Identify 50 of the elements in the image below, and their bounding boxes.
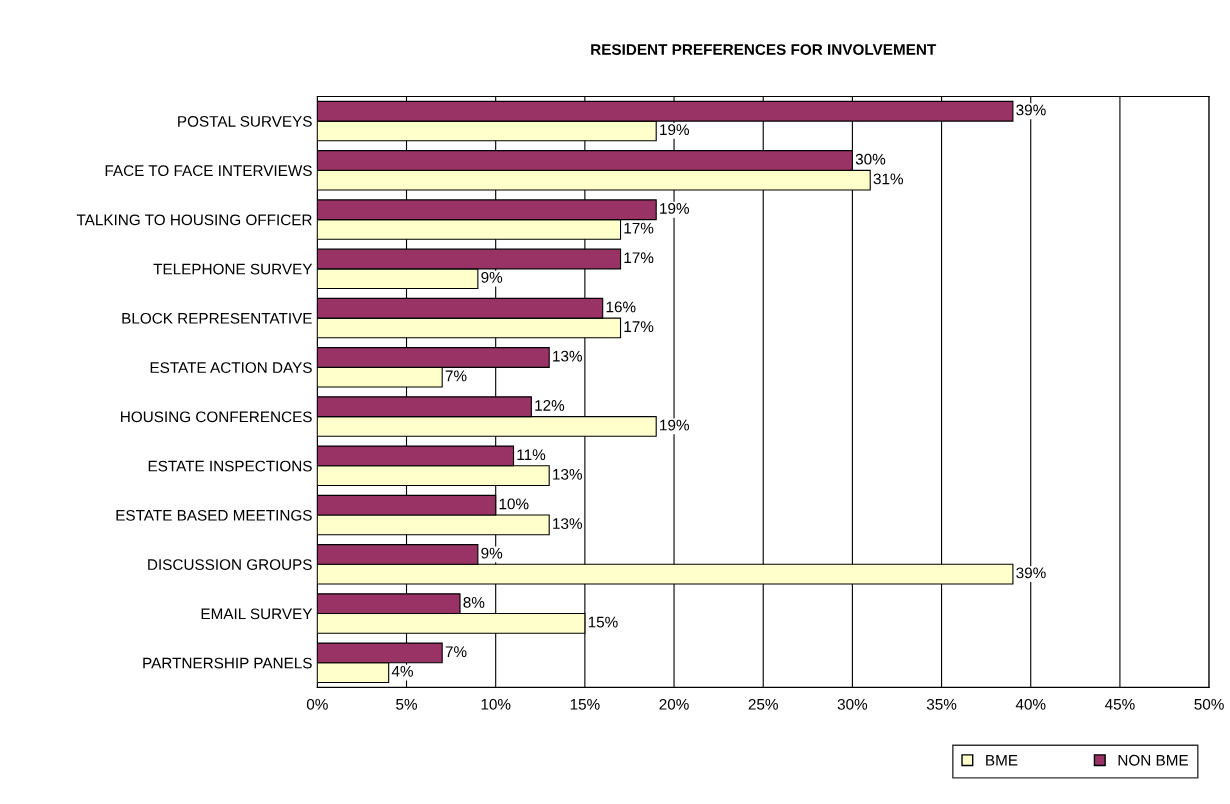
x-tick-label: 50% [1194,698,1224,710]
data-label: 4% [391,666,413,677]
data-label: 31% [873,173,904,185]
y-tick-label: BLOCK REPRESENTATIVE [122,312,312,324]
y-tick-label: POSTAL SURVEYS [178,115,312,127]
y-tick-label: DISCUSSION GROUPS [148,559,312,570]
y-tick-label: HOUSING CONFERENCES [121,411,312,423]
x-tick-label: 45% [1104,699,1135,710]
x-tick-label: 5% [396,699,418,710]
data-label: 39% [1016,567,1046,579]
x-tick-label: 30% [837,698,868,710]
data-label: 17% [624,252,654,264]
data-label: 30% [855,153,886,165]
data-label: 13% [553,468,583,480]
chart-title: RESIDENT PREFERENCES FOR INVOLVEMENT [591,44,937,55]
data-label: 9% [481,547,503,559]
y-tick-label: PARTNERSHIP PANELS [143,657,312,669]
legend-label: BME [986,755,1018,766]
y-tick-label: ESTATE ACTION DAYS [150,362,312,374]
data-label: 15% [588,616,618,628]
y-tick-label: ESTATE INSPECTIONS [148,460,312,472]
data-label: 13% [553,518,583,530]
x-tick-label: 20% [659,698,689,710]
y-tick-label: FACE TO FACE INTERVIEWS [105,165,312,177]
data-label: 11% [517,449,546,461]
data-label: 10% [499,498,529,510]
data-label: 7% [445,370,467,382]
data-label: 8% [463,596,485,608]
x-tick-label: 40% [1015,698,1046,710]
x-tick-label: 15% [570,699,600,710]
x-tick-label: 25% [748,698,778,710]
legend-label: NON BME [1118,754,1188,766]
data-label: 12% [535,400,565,411]
y-tick-label: TALKING TO HOUSING OFFICER [76,214,312,226]
y-tick-label: TELEPHONE SURVEY [153,263,313,275]
data-label: 19% [660,203,690,214]
data-label: 13% [553,350,583,362]
data-label: 19% [660,124,690,136]
data-label: 19% [660,419,690,431]
data-label: 39% [1016,104,1046,116]
y-tick-label: ESTATE BASED MEETINGS [116,509,312,521]
data-label: 16% [606,301,636,313]
data-label: 9% [481,271,503,283]
x-tick-label: 0% [306,698,328,710]
y-tick-label: EMAIL SURVEY [201,608,313,620]
data-label: 17% [624,222,654,234]
x-tick-label: 35% [926,698,957,710]
x-tick-label: 10% [481,698,511,710]
data-label: 17% [624,321,654,332]
data-label: 7% [445,646,467,657]
